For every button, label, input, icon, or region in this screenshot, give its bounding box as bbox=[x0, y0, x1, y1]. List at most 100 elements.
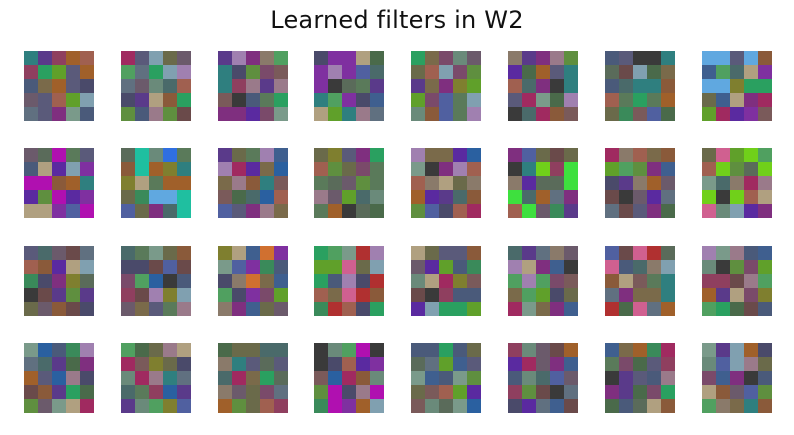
filter-pixel bbox=[80, 148, 94, 162]
filter-tile bbox=[24, 246, 94, 316]
filter-pixel bbox=[218, 357, 232, 371]
filter-pixel bbox=[730, 357, 744, 371]
filter-pixel bbox=[467, 162, 481, 176]
filter-pixel bbox=[38, 288, 52, 302]
filter-pixel bbox=[425, 148, 439, 162]
filter-pixel bbox=[163, 148, 177, 162]
filter-tile bbox=[605, 246, 675, 316]
filter-pixel bbox=[467, 204, 481, 218]
filter-tile bbox=[605, 148, 675, 218]
filter-pixel bbox=[536, 371, 550, 385]
filter-pixel bbox=[744, 274, 758, 288]
filter-pixel bbox=[522, 246, 536, 260]
filter-tile bbox=[702, 148, 772, 218]
filter-pixel bbox=[135, 357, 149, 371]
filter-pixel bbox=[508, 107, 522, 121]
filter-pixel bbox=[439, 371, 453, 385]
filter-pixel bbox=[24, 288, 38, 302]
filter-pixel bbox=[260, 246, 274, 260]
filter-pixel bbox=[522, 162, 536, 176]
filter-pixel bbox=[121, 399, 135, 413]
filter-pixel bbox=[52, 107, 66, 121]
filter-pixel bbox=[744, 176, 758, 190]
filter-pixel bbox=[328, 107, 342, 121]
filter-pixel bbox=[619, 371, 633, 385]
filter-pixel bbox=[564, 302, 578, 316]
filter-pixel bbox=[536, 107, 550, 121]
filter-pixel bbox=[370, 162, 384, 176]
filter-pixel bbox=[508, 190, 522, 204]
filter-pixel bbox=[246, 176, 260, 190]
filter-pixel bbox=[24, 274, 38, 288]
filter-pixel bbox=[121, 246, 135, 260]
filter-pixel bbox=[508, 93, 522, 107]
filter-pixel bbox=[647, 190, 661, 204]
filter-pixel bbox=[163, 79, 177, 93]
filter-pixel bbox=[605, 357, 619, 371]
filter-pixel bbox=[370, 343, 384, 357]
filter-pixel bbox=[328, 260, 342, 274]
filter-pixel bbox=[439, 176, 453, 190]
filter-pixel bbox=[24, 357, 38, 371]
filter-pixel bbox=[135, 399, 149, 413]
filter-pixel bbox=[633, 204, 647, 218]
filter-pixel bbox=[605, 204, 619, 218]
filter-pixel bbox=[246, 260, 260, 274]
filter-pixel bbox=[121, 260, 135, 274]
filter-pixel bbox=[605, 190, 619, 204]
filter-pixel bbox=[550, 246, 564, 260]
filter-pixel bbox=[536, 79, 550, 93]
filter-pixel bbox=[536, 190, 550, 204]
filter-pixel bbox=[177, 246, 191, 260]
filter-pixel bbox=[550, 65, 564, 79]
filter-pixel bbox=[66, 246, 80, 260]
filter-pixel bbox=[522, 176, 536, 190]
filter-pixel bbox=[135, 51, 149, 65]
filter-pixel bbox=[661, 357, 675, 371]
filter-pixel bbox=[453, 385, 467, 399]
filter-pixel bbox=[177, 343, 191, 357]
filter-pixel bbox=[619, 176, 633, 190]
filter-pixel bbox=[52, 357, 66, 371]
filter-pixel bbox=[370, 176, 384, 190]
filter-pixel bbox=[24, 246, 38, 260]
filter-pixel bbox=[425, 190, 439, 204]
filter-pixel bbox=[453, 107, 467, 121]
filter-pixel bbox=[508, 79, 522, 93]
filter-pixel bbox=[246, 93, 260, 107]
filter-pixel bbox=[66, 148, 80, 162]
filter-pixel bbox=[66, 260, 80, 274]
filter-pixel bbox=[24, 302, 38, 316]
filter-pixel bbox=[24, 107, 38, 121]
filter-pixel bbox=[508, 399, 522, 413]
filter-pixel bbox=[425, 399, 439, 413]
filter-pixel bbox=[425, 65, 439, 79]
filter-pixel bbox=[702, 274, 716, 288]
filter-pixel bbox=[702, 162, 716, 176]
filter-pixel bbox=[564, 385, 578, 399]
filter-pixel bbox=[66, 274, 80, 288]
filter-pixel bbox=[647, 93, 661, 107]
filter-tile bbox=[121, 246, 191, 316]
filter-pixel bbox=[356, 79, 370, 93]
filter-pixel bbox=[38, 343, 52, 357]
filter-pixel bbox=[453, 148, 467, 162]
filter-pixel bbox=[633, 246, 647, 260]
filter-pixel bbox=[274, 399, 288, 413]
filter-pixel bbox=[274, 288, 288, 302]
filter-pixel bbox=[633, 190, 647, 204]
filter-tile bbox=[121, 51, 191, 121]
filter-pixel bbox=[163, 371, 177, 385]
filter-pixel bbox=[274, 93, 288, 107]
filter-pixel bbox=[633, 107, 647, 121]
filter-pixel bbox=[52, 288, 66, 302]
filter-pixel bbox=[232, 357, 246, 371]
filter-pixel bbox=[274, 204, 288, 218]
filter-pixel bbox=[508, 357, 522, 371]
filter-pixel bbox=[730, 190, 744, 204]
filter-pixel bbox=[564, 246, 578, 260]
filter-pixel bbox=[149, 302, 163, 316]
filter-pixel bbox=[550, 148, 564, 162]
filter-pixel bbox=[163, 274, 177, 288]
filter-pixel bbox=[66, 288, 80, 302]
